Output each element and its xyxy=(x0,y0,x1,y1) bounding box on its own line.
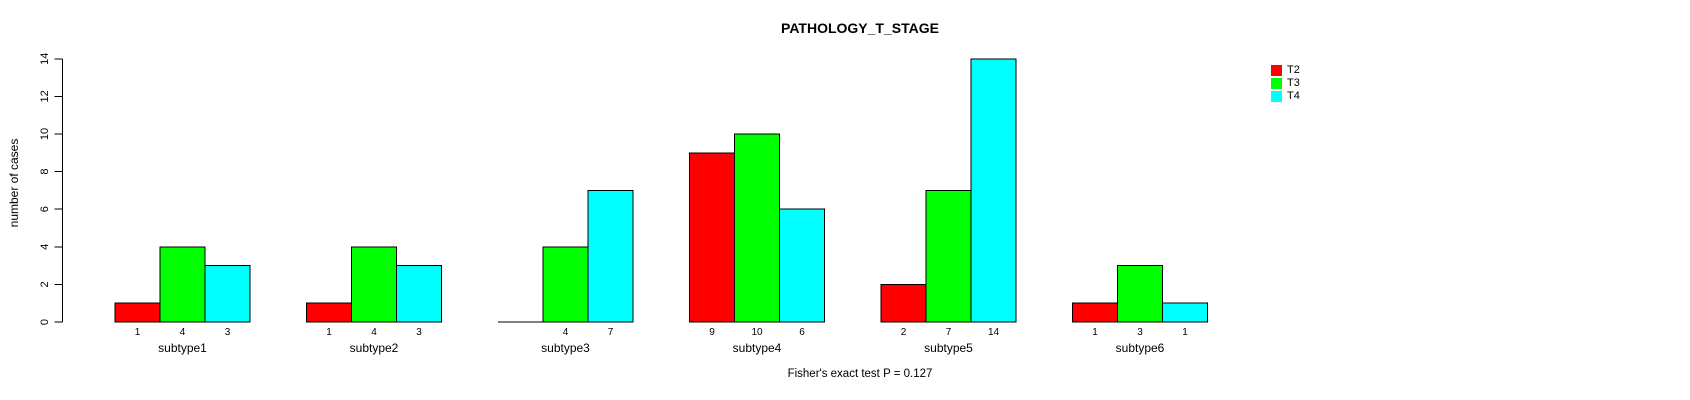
y-tick-label: 4 xyxy=(39,244,51,250)
bar-t3-subtype2 xyxy=(351,246,397,323)
bar-value-label: 1 xyxy=(1182,327,1188,338)
bar-value-label: 4 xyxy=(371,327,377,338)
legend-label: T3 xyxy=(1287,77,1300,89)
bar-t3-subtype3 xyxy=(542,246,589,323)
y-tick-label: 6 xyxy=(39,206,51,212)
y-axis-title: number of cases xyxy=(7,138,21,228)
bar-value-label: 1 xyxy=(135,327,141,338)
bar-value-label: 4 xyxy=(180,327,186,338)
y-tick-label: 10 xyxy=(39,128,51,140)
bar-value-label: 14 xyxy=(988,327,1000,338)
annotation-text: Fisher's exact test P = 0.127 xyxy=(787,368,933,380)
legend-item-t3: T3 xyxy=(1271,77,1300,90)
bar-value-label: 1 xyxy=(326,327,332,338)
legend-swatch-t4 xyxy=(1271,91,1282,102)
y-tick-label: 12 xyxy=(39,90,51,102)
bar-value-label: 3 xyxy=(1137,327,1143,338)
bar-t4-subtype3 xyxy=(587,189,634,323)
bar-t4-subtype5 xyxy=(970,58,1017,323)
bar-value-label: 2 xyxy=(901,327,907,338)
legend-label: T2 xyxy=(1287,64,1300,76)
bar-t2-subtype5 xyxy=(880,283,927,323)
legend-swatch-t3 xyxy=(1271,78,1282,89)
bar-value-label: 7 xyxy=(608,327,614,338)
bar-t2-subtype2 xyxy=(306,302,352,323)
legend-label: T4 xyxy=(1287,90,1300,102)
group-label: subtype6 xyxy=(1116,341,1165,355)
bar-t2-subtype6 xyxy=(1072,302,1118,323)
bar-value-label: 6 xyxy=(799,327,805,338)
bar-t3-subtype1 xyxy=(159,246,206,323)
bar-value-label: 3 xyxy=(416,327,422,338)
bar-t4-subtype4 xyxy=(779,208,825,323)
legend-swatch-t2 xyxy=(1271,65,1282,76)
bar-t4-subtype2 xyxy=(396,265,442,323)
bar-value-label: 7 xyxy=(946,327,952,338)
chart-title: PATHOLOGY_T_STAGE xyxy=(781,20,939,36)
bar-t3-subtype4 xyxy=(734,133,780,323)
group-label: subtype5 xyxy=(924,341,973,355)
bar-t3-subtype5 xyxy=(925,189,972,323)
bar-t4-subtype1 xyxy=(204,265,251,323)
legend-item-t4: T4 xyxy=(1271,90,1300,103)
bar-value-label: 10 xyxy=(751,327,763,338)
bar-t2-subtype1 xyxy=(114,302,161,323)
y-tick-label: 8 xyxy=(39,169,51,175)
bar-t2-subtype4 xyxy=(689,152,735,323)
bar-value-label: 3 xyxy=(225,327,231,338)
bar-value-label: 4 xyxy=(563,327,569,338)
bar-value-label: 1 xyxy=(1092,327,1098,338)
y-tick-label: 0 xyxy=(39,319,51,325)
legend-item-t2: T2 xyxy=(1271,64,1300,77)
legend: T2 T3 T4 xyxy=(1271,64,1300,103)
group-label: subtype2 xyxy=(350,341,399,355)
group-label: subtype4 xyxy=(733,341,782,355)
group-label: subtype3 xyxy=(541,341,590,355)
group-label: subtype1 xyxy=(158,341,207,355)
y-tick-label: 2 xyxy=(39,281,51,287)
y-tick-label: 14 xyxy=(39,53,51,65)
bar-t3-subtype6 xyxy=(1117,265,1163,323)
bar-t4-subtype6 xyxy=(1162,302,1208,323)
bar-value-label: 9 xyxy=(709,327,715,338)
